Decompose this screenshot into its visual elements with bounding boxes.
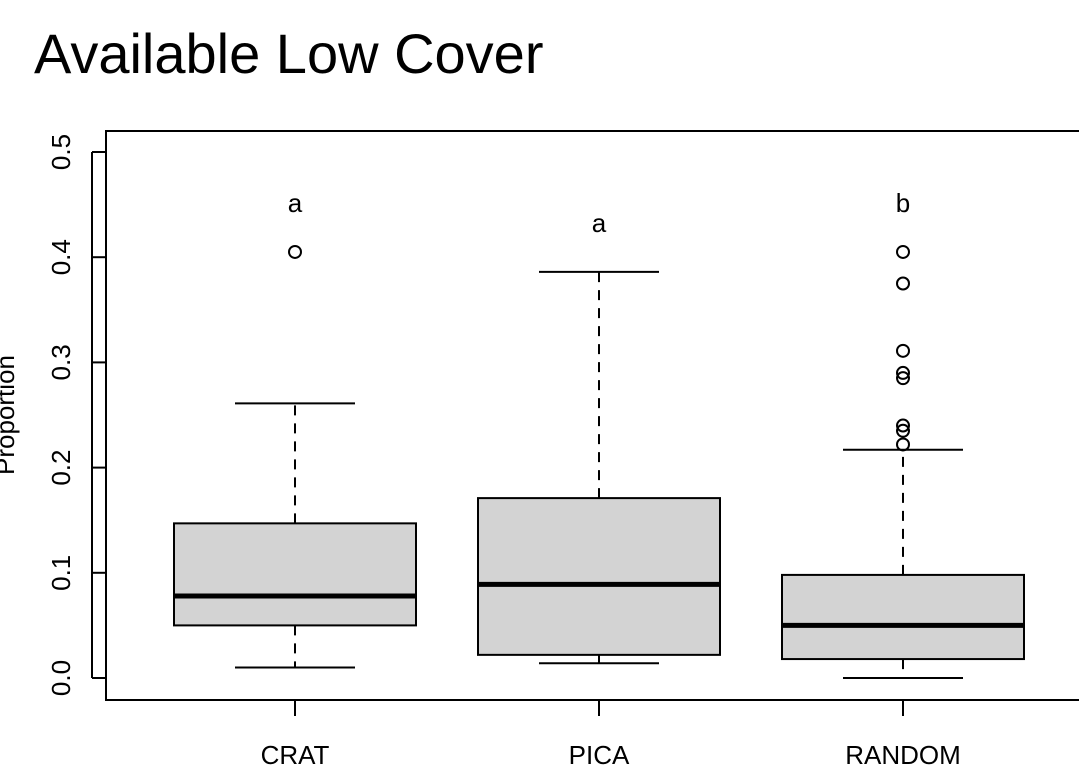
box-random: b (781, 188, 1025, 679)
outlier-point (896, 418, 910, 433)
chart-title: Available Low Cover (34, 22, 544, 85)
y-tick-label: 0.2 (46, 450, 76, 486)
y-tick-label: 0.0 (46, 660, 76, 696)
box-pica: a (477, 208, 721, 665)
iqr-box (781, 573, 1025, 661)
x-tick-label: RANDOM (845, 740, 961, 770)
significance-label: b (896, 188, 910, 218)
outlier-point (896, 365, 910, 380)
outlier-point (896, 371, 910, 386)
iqr-box (477, 497, 721, 656)
y-tick-label: 0.4 (46, 239, 76, 275)
significance-label: a (288, 188, 303, 218)
y-axis: 0.0 0.1 0.2 0.3 0.4 0.5 (46, 134, 106, 696)
y-tick-label: 0.5 (46, 134, 76, 170)
x-axis: CRAT PICA RANDOM (261, 700, 961, 770)
outlier-point (896, 276, 910, 291)
iqr-box (173, 522, 417, 627)
significance-label: a (592, 208, 607, 238)
y-tick-label: 0.1 (46, 555, 76, 591)
boxes: aab (173, 188, 1025, 679)
y-axis-label: Proportion (0, 355, 20, 475)
x-tick-label: CRAT (261, 740, 330, 770)
outlier-point (896, 423, 910, 438)
plot-frame (105, 130, 1079, 701)
outlier-point (896, 343, 910, 358)
y-tick-label: 0.3 (46, 344, 76, 380)
box-crat: a (173, 188, 417, 669)
x-tick-label: PICA (569, 740, 630, 770)
outlier-point (896, 244, 910, 259)
outlier-point (896, 437, 910, 452)
outlier-point (288, 244, 302, 259)
